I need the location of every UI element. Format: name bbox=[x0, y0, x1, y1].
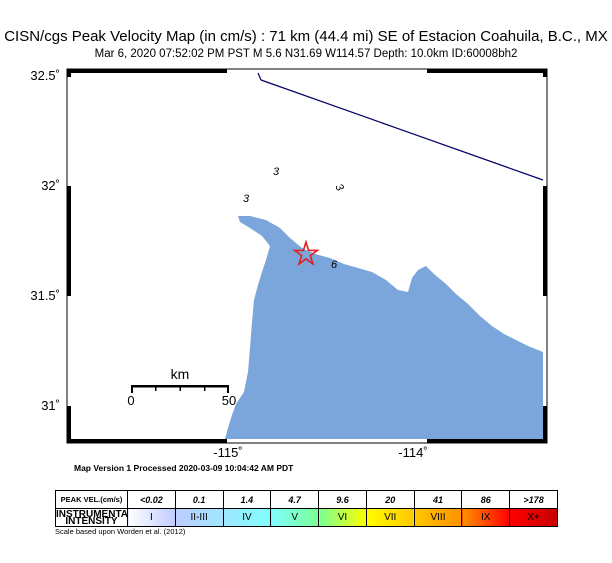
star-icon bbox=[292, 239, 320, 267]
contour-label: 3 bbox=[273, 166, 280, 178]
lat-label-32-5: 32.5˚ bbox=[30, 68, 60, 83]
lon-label-minus-115: -115˚ bbox=[213, 445, 242, 460]
intensity-legend: PEAK VEL.(cm/s) <0.02 0.1 1.4 4.7 9.6 20… bbox=[55, 490, 558, 527]
legend-intensity-row: INSTRUMENTAL INTENSITY I II-III IV V VI … bbox=[55, 508, 558, 527]
legend-intensity: VIII bbox=[413, 508, 463, 527]
lat-label-31-5: 31.5˚ bbox=[30, 288, 60, 303]
event-details: Mar 6, 2020 07:52:02 PM PST M 5.6 N31.69… bbox=[94, 48, 518, 60]
legend-row-header: PEAK VEL.(cm/s) bbox=[55, 490, 128, 509]
legend-intensity: IX bbox=[461, 508, 511, 527]
legend-intensity: X+ bbox=[509, 508, 558, 527]
lat-label-32: 32˚ bbox=[41, 178, 60, 193]
scale-caption: Scale based upon Worden et al. (2012) bbox=[55, 527, 186, 536]
gulf-water bbox=[225, 216, 543, 439]
legend-value: >178 bbox=[509, 490, 558, 509]
legend-value: <0.02 bbox=[127, 490, 176, 509]
legend-intensity: IV bbox=[222, 508, 272, 527]
legend-value: 0.1 bbox=[174, 490, 224, 509]
scale-bar-unit: km bbox=[171, 366, 190, 382]
legend-intensity: V bbox=[270, 508, 320, 527]
legend-velocity-row: PEAK VEL.(cm/s) <0.02 0.1 1.4 4.7 9.6 20… bbox=[55, 490, 558, 509]
map-title: CISN/cgs Peak Velocity Map (in cm/s) : 7… bbox=[4, 28, 608, 45]
legend-intensity: VII bbox=[365, 508, 415, 527]
legend-value: 4.7 bbox=[270, 490, 320, 509]
scale-bar bbox=[131, 385, 229, 393]
frame-ticks bbox=[67, 69, 547, 443]
legend-value: 9.6 bbox=[318, 490, 367, 509]
lon-label-minus-114: -114˚ bbox=[398, 445, 427, 460]
map-version: Map Version 1 Processed 2020-03-09 10:04… bbox=[74, 463, 294, 473]
border-line-north bbox=[257, 72, 262, 81]
legend-header-line: INSTRUMENTAL bbox=[56, 508, 128, 520]
legend-intensity: VI bbox=[318, 508, 367, 527]
legend-value: 86 bbox=[461, 490, 511, 509]
legend-intensity: I bbox=[127, 508, 176, 527]
legend-intensity: II-III bbox=[174, 508, 224, 527]
scale-bar-max: 50 bbox=[222, 393, 236, 408]
legend-value: 1.4 bbox=[222, 490, 272, 509]
border-line bbox=[260, 79, 544, 181]
legend-value: 41 bbox=[413, 490, 463, 509]
legend-value: 20 bbox=[365, 490, 415, 509]
legend-header-line: INTENSITY bbox=[65, 515, 118, 527]
scale-bar-min: 0 bbox=[127, 393, 134, 408]
lat-label-31: 31˚ bbox=[41, 398, 60, 413]
legend-row-header: INSTRUMENTAL INTENSITY bbox=[55, 508, 128, 527]
contour-label: 6 bbox=[331, 259, 338, 271]
contour-label: 3 bbox=[243, 193, 250, 205]
